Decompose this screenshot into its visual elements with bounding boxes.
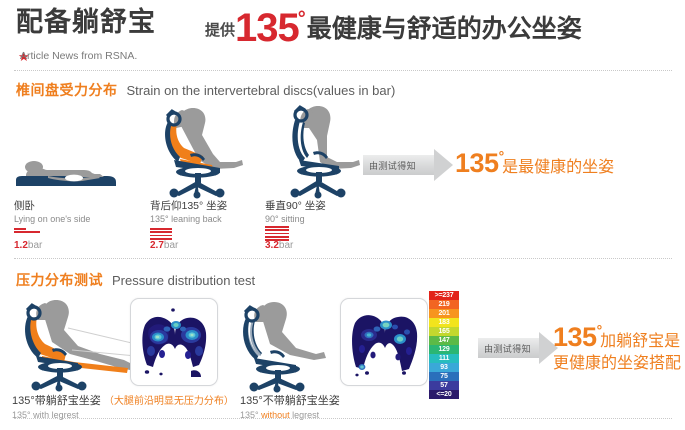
section1-title-cn: 椎间盘受力分布 (16, 82, 118, 98)
source-note: Article News from RSNA. (20, 50, 138, 62)
pressure-heatmap-with-legrest (142, 308, 207, 377)
caption-en: 90° sitting (265, 214, 305, 224)
footer-divider (14, 418, 672, 419)
figure-90-caption: 垂直90° 坐姿 90° sitting (265, 200, 326, 225)
pressure-scale-legend: >=237 219 201 183 165 147 129 111 93 75 57 <=20 (428, 290, 460, 400)
figure-chair-with-legrest (8, 298, 138, 392)
legend-row: 75 (429, 372, 459, 381)
section2-title: 压力分布测试 Pressure distribution test (16, 270, 255, 290)
conclusion-degree: ° (596, 322, 603, 338)
caption-en-line: 135° with legrest (12, 409, 234, 421)
legend-row: 147 (429, 336, 459, 345)
section2-title-en: Pressure distribution test (112, 273, 256, 288)
figure-lying-person: 侧卧 Lying on one's side 1.2bar (12, 142, 122, 251)
headline-angle-number: 135 (235, 6, 300, 50)
caption-cn: 侧卧 (14, 200, 35, 212)
legend-row: 57 (429, 381, 459, 390)
section2-conclusion: 135°加躺舒宝是 更健康的坐姿搭配 (553, 322, 682, 375)
header-headline: 提供135°最健康与舒适的办公坐姿 (205, 2, 582, 50)
conclusion-arrow-2: 由测试得知 (478, 332, 560, 364)
caption-en-post: legrest (289, 410, 320, 420)
caption-cn-line: 135°不带躺舒宝坐姿 (240, 394, 340, 409)
strain-number: 1.2 (14, 240, 28, 251)
strain-number: 3.2 (265, 240, 279, 251)
legend-row: 93 (429, 363, 459, 372)
figure-chair-90: 垂直90° 坐姿 90° sitting 3.2bar (265, 102, 370, 251)
caption-cn: 背后仰135° 坐姿 (150, 200, 228, 212)
lying-person-icon (16, 161, 116, 186)
legend-row: 201 (429, 309, 459, 318)
conclusion-line2: 更健康的坐姿搭配 (553, 355, 682, 372)
strain-bars-90 (265, 226, 289, 242)
legend-row: 219 (429, 300, 459, 309)
chair-upright-90-icon (290, 105, 360, 199)
strain-value-135: 2.7bar (150, 240, 178, 251)
headline-degree-symbol: ° (297, 8, 306, 30)
caption-en: 135° leaning back (150, 214, 222, 224)
conclusion-text: 是最健康的坐姿 (502, 159, 615, 176)
conclusion-arrow-1: 由测试得知 (363, 149, 453, 181)
figure-135-caption: 背后仰135° 坐姿 135° leaning back (150, 200, 227, 225)
strain-unit: bar (27, 240, 43, 251)
legend-row: 111 (429, 354, 459, 363)
caption-cn: 垂直90° 坐姿 (265, 200, 326, 212)
pressure-heatmap-without-legrest (352, 315, 418, 377)
conclusion-number: 135 (455, 148, 499, 178)
figure-chair-135: 背后仰135° 坐姿 135° leaning back 2.7bar (150, 102, 255, 251)
conclusion-line1: 加躺舒宝是 (600, 333, 681, 350)
legend-row: 129 (429, 345, 459, 354)
section1-body: 侧卧 Lying on one's side 1.2bar (0, 100, 685, 255)
headline-subtitle: 最健康与舒适的办公坐姿 (306, 15, 582, 43)
caption-en-pre: 135° (240, 410, 262, 420)
caption-en: Lying on one's side (14, 214, 91, 224)
section-divider (14, 258, 672, 259)
caption-cn: 135°带躺舒宝坐姿 (12, 395, 101, 407)
legend-row: <=20 (429, 390, 459, 399)
section1-title: 椎间盘受力分布 Strain on the intervertebral disc… (16, 80, 395, 100)
caption-en-hl: without (261, 410, 290, 420)
section2-body: >=237 219 201 183 165 147 129 111 93 75 57 <=20 由测试… (0, 290, 685, 430)
caption-note: （大腿前沿明显无压力分布） (103, 396, 234, 407)
caption-with-legrest: 135°带躺舒宝坐姿 （大腿前沿明显无压力分布） 135° with legre… (12, 394, 234, 421)
arrow-label: 由测试得知 (369, 161, 417, 171)
chair-reclined-135-icon (165, 108, 243, 199)
caption-cn: 135°不带躺舒宝坐姿 (240, 395, 340, 407)
strain-unit: bar (278, 240, 294, 251)
chair-with-legrest-icon (25, 300, 137, 392)
caption-en-line: 135° without legrest (240, 409, 340, 421)
figure-lying-caption: 侧卧 Lying on one's side (14, 200, 90, 225)
strain-bars-lying (14, 228, 40, 235)
legend-row: 183 (429, 318, 459, 327)
headline-provide-label: 提供 (205, 22, 236, 39)
strain-value-90: 3.2bar (265, 240, 293, 251)
strain-unit: bar (163, 240, 179, 251)
strain-number: 2.7 (150, 240, 164, 251)
chair-without-legrest-icon (243, 302, 326, 393)
section1-conclusion: 135°是最健康的坐姿 (455, 148, 616, 179)
page-header: 配备躺舒宝 提供135°最健康与舒适的办公坐姿 ★ Article News f… (0, 0, 685, 71)
caption-without-legrest: 135°不带躺舒宝坐姿 135° without legrest (240, 394, 340, 421)
legend-row: 165 (429, 327, 459, 336)
pressure-card-without-legrest (340, 298, 428, 386)
caption-en-pre: 135° with (12, 410, 52, 420)
caption-en-post: legrest (51, 410, 79, 420)
strain-bars-135 (150, 228, 172, 241)
header-divider (14, 70, 672, 71)
section2-title-cn: 压力分布测试 (16, 272, 103, 288)
arrow-label: 由测试得知 (484, 344, 532, 354)
star-icon: ★ (18, 49, 30, 64)
caption-cn-line: 135°带躺舒宝坐姿 （大腿前沿明显无压力分布） (12, 394, 234, 409)
page-title: 配备躺舒宝 (16, 7, 156, 37)
section1-title-en: Strain on the intervertebral discs(value… (126, 83, 396, 98)
conclusion-degree: ° (498, 148, 505, 164)
strain-value-lying: 1.2bar (14, 240, 42, 251)
figure-chair-without-legrest (228, 300, 333, 393)
pressure-card-with-legrest (130, 298, 218, 386)
conclusion-number: 135 (553, 322, 597, 352)
legend-row: >=237 (429, 291, 459, 300)
